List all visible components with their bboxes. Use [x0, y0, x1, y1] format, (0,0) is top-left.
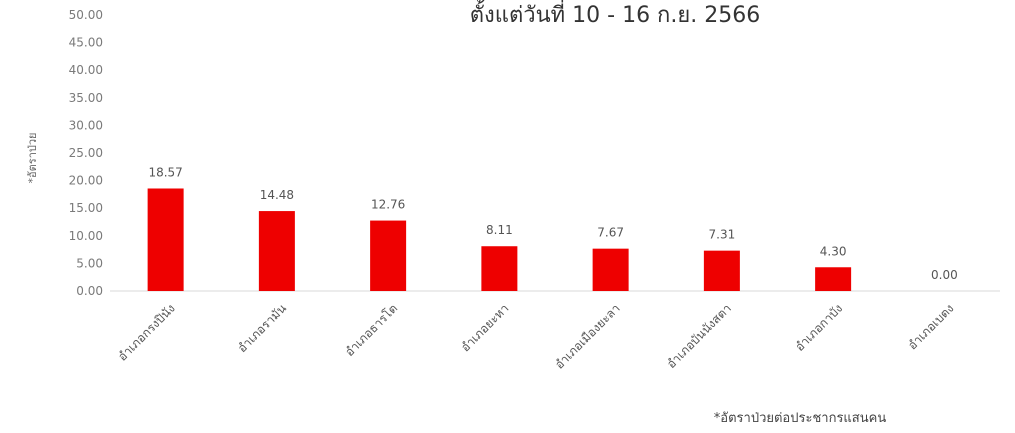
- x-tick-label: อำเภอเมืองยะลา: [552, 301, 623, 372]
- bar: [703, 250, 740, 291]
- y-tick-label: 15.00: [69, 201, 103, 215]
- x-axis-ticks: อำเภอกรงปินัง อำเภอรามัน อำเภอธารโต อำเภอยะ…: [115, 301, 956, 372]
- y-tick-label: 20.00: [69, 174, 103, 188]
- x-tick-label: อำเภอรามัน: [235, 301, 289, 355]
- bars-group: [147, 188, 852, 291]
- bar-value-label: 8.11: [486, 223, 513, 237]
- x-tick-label: อำเภอกรงปินัง: [115, 301, 178, 364]
- bar-value-label: 7.31: [709, 228, 736, 242]
- bar-value-label: 14.48: [260, 188, 294, 202]
- data-labels-group: 18.57 14.48 12.76 8.11 7.67 7.31 4.30 0.00: [148, 165, 957, 282]
- y-tick-label: 40.00: [69, 63, 103, 77]
- bar-value-label: 7.67: [597, 226, 624, 240]
- bar-value-label: 0.00: [931, 268, 958, 282]
- y-axis-ticks: 50.00 45.00 40.00 35.00 30.00 25.00 20.00 15.00…: [69, 8, 103, 298]
- y-tick-label: 5.00: [76, 256, 103, 270]
- x-tick-label: อำเภอบันนังสตา: [664, 301, 734, 371]
- bar: [481, 246, 518, 291]
- x-tick-label: อำเภอธารโต: [342, 301, 400, 359]
- bar: [370, 220, 407, 291]
- y-tick-label: 25.00: [69, 146, 103, 160]
- bar: [258, 211, 295, 291]
- chart-title: ตั้งแต่วันที่ 10 - 16 ก.ย. 2566: [470, 0, 760, 28]
- y-axis-title: *อัตราป่วย: [26, 133, 39, 184]
- bar: [147, 188, 184, 291]
- x-tick-label: อำเภอยะหา: [458, 301, 511, 354]
- bar: [592, 248, 629, 291]
- y-tick-label: 0.00: [76, 284, 103, 298]
- x-tick-label: อำเภอกาบัง: [792, 301, 845, 354]
- chart-footnote: *อัตราป่วยต่อประชากรแสนคน: [714, 411, 887, 426]
- y-tick-label: 45.00: [69, 36, 103, 50]
- y-tick-label: 35.00: [69, 91, 103, 105]
- bar-value-label: 4.30: [820, 244, 847, 258]
- y-tick-label: 50.00: [69, 8, 103, 22]
- y-tick-label: 10.00: [69, 229, 103, 243]
- bar: [815, 267, 852, 291]
- bar-value-label: 12.76: [371, 198, 405, 212]
- bar-value-label: 18.57: [148, 165, 182, 179]
- x-tick-label: อำเภอเบตง: [905, 301, 956, 352]
- y-tick-label: 30.00: [69, 118, 103, 132]
